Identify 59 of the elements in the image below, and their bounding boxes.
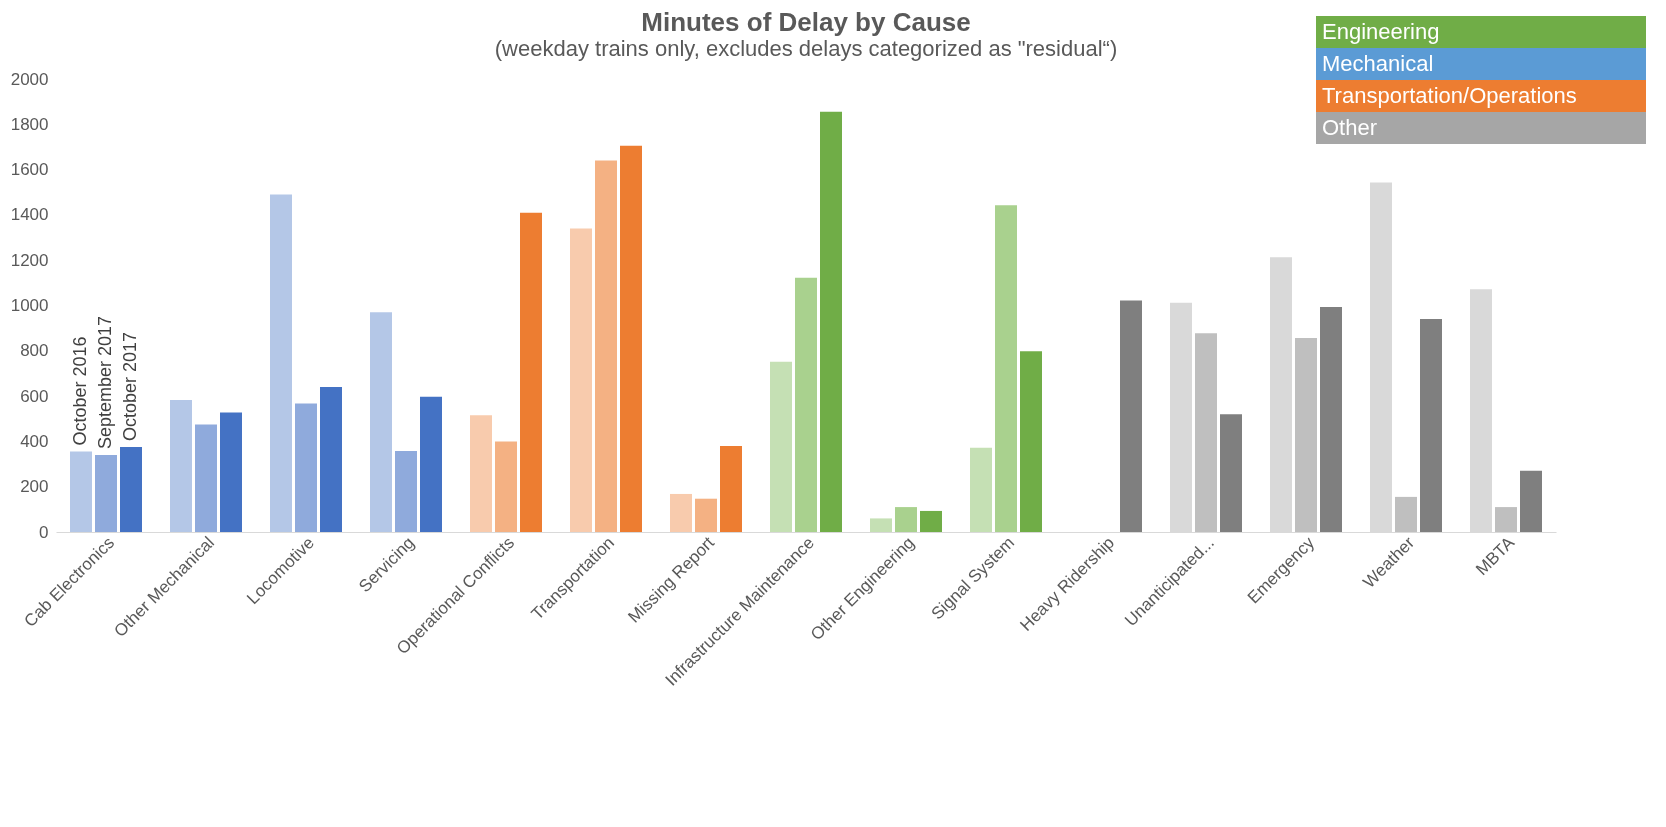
bar xyxy=(495,441,517,532)
chart-title: Minutes of Delay by Cause xyxy=(641,7,971,37)
bar xyxy=(870,518,892,532)
bar xyxy=(1020,351,1042,532)
key-block: Mechanical xyxy=(1316,48,1646,80)
bar xyxy=(520,212,542,532)
bar xyxy=(570,228,592,532)
bar xyxy=(170,399,192,532)
bar xyxy=(220,412,242,532)
bar xyxy=(895,507,917,532)
bar xyxy=(1520,470,1542,532)
bar xyxy=(720,445,742,532)
y-tick-label: 1200 xyxy=(10,250,49,270)
y-tick-label: 0 xyxy=(39,522,49,542)
key-block: Engineering xyxy=(1316,16,1646,48)
y-tick-label: 1400 xyxy=(10,205,49,225)
y-tick-label: 800 xyxy=(20,341,49,361)
bar xyxy=(1320,307,1342,532)
bar xyxy=(620,145,642,532)
bar xyxy=(1120,300,1142,532)
bar xyxy=(595,160,617,532)
bar xyxy=(370,312,392,532)
bar xyxy=(770,361,792,532)
bar xyxy=(320,387,342,532)
bar xyxy=(795,277,817,532)
bar xyxy=(195,424,217,532)
bar xyxy=(970,447,992,532)
bar xyxy=(395,450,417,532)
chart-subtitle: (weekday trains only, excludes delays categorized as "residual“) xyxy=(494,36,1118,61)
y-tick-label: 400 xyxy=(20,431,49,451)
bar xyxy=(470,415,492,532)
bar xyxy=(295,403,317,532)
bar xyxy=(120,447,142,532)
bar xyxy=(820,111,842,532)
bar xyxy=(1195,333,1217,532)
bar xyxy=(1220,414,1242,532)
text: September 2017 xyxy=(95,315,115,449)
y-tick-label: 1600 xyxy=(10,160,49,180)
y-tick-label: 2000 xyxy=(10,69,49,89)
key-block: Transportation/Operations xyxy=(1316,80,1646,112)
bar xyxy=(95,454,117,532)
bar xyxy=(920,510,942,532)
key-block: Other xyxy=(1316,112,1646,144)
bar xyxy=(270,194,292,532)
bar xyxy=(695,498,717,532)
y-tick-label: 1800 xyxy=(10,114,49,134)
bar xyxy=(420,396,442,532)
bar xyxy=(1295,337,1317,532)
bar xyxy=(995,205,1017,532)
text: October 2016 xyxy=(70,336,90,446)
bar xyxy=(70,451,92,532)
text: October 2017 xyxy=(120,331,140,442)
y-tick-label: 1000 xyxy=(10,296,49,315)
y-tick-label: 600 xyxy=(20,386,49,406)
bar xyxy=(670,493,692,532)
bar xyxy=(1495,507,1517,532)
y-tick-label: 200 xyxy=(20,477,49,497)
bar xyxy=(1420,319,1442,532)
bar xyxy=(1395,496,1417,532)
